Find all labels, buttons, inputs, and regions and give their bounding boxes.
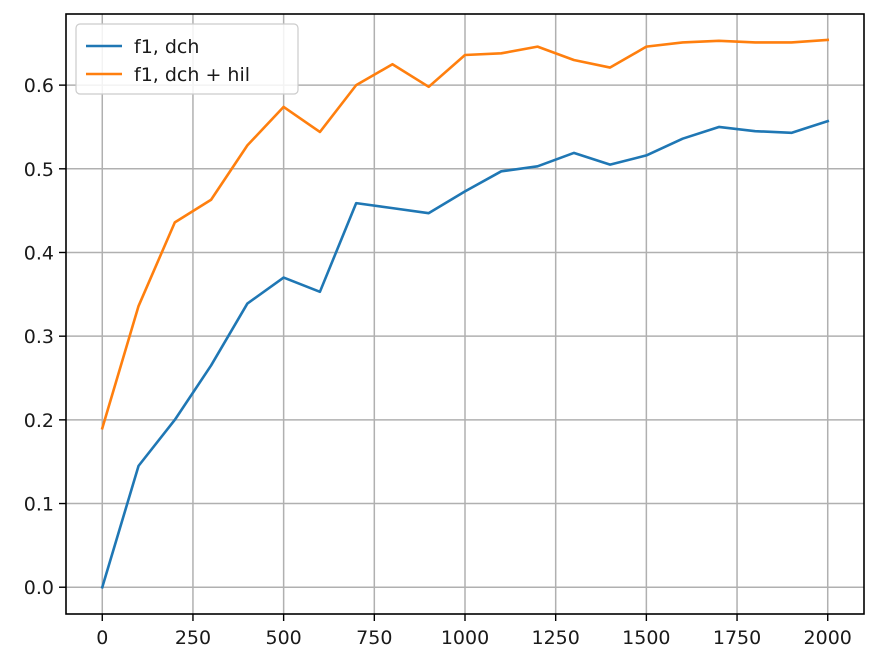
y-tick-label: 0.4 — [24, 242, 54, 264]
x-axis-ticks: 0 250 500 750 1000 1250 1500 1750 2000 — [96, 614, 852, 649]
legend-label-f1-dch: f1, dch — [134, 36, 199, 58]
y-axis-ticks: 0.0 0.1 0.2 0.3 0.4 0.5 0.6 — [24, 75, 66, 599]
series-line-1 — [100, 38, 830, 430]
grid — [66, 14, 864, 614]
y-tick-label: 0.2 — [24, 410, 54, 432]
x-tick-label: 1000 — [441, 627, 489, 649]
legend-label-f1-dch-hil: f1, dch + hil — [134, 64, 250, 86]
x-tick-label: 2000 — [804, 627, 852, 649]
x-tick-label: 0 — [96, 627, 108, 649]
x-tick-label: 500 — [266, 627, 302, 649]
y-tick-label: 0.0 — [24, 577, 54, 599]
series-lines — [100, 38, 830, 589]
x-tick-label: 750 — [356, 627, 392, 649]
y-tick-label: 0.5 — [24, 159, 54, 181]
legend: f1, dch f1, dch + hil — [75, 23, 299, 95]
x-tick-label: 1750 — [713, 627, 761, 649]
x-tick-label: 250 — [175, 627, 211, 649]
y-tick-label: 0.1 — [24, 494, 54, 516]
y-tick-label: 0.6 — [24, 75, 54, 97]
legend-box — [75, 23, 299, 95]
x-tick-label: 1250 — [532, 627, 580, 649]
y-tick-label: 0.3 — [24, 326, 54, 348]
x-tick-label: 1500 — [622, 627, 670, 649]
series-line-0 — [100, 119, 830, 589]
